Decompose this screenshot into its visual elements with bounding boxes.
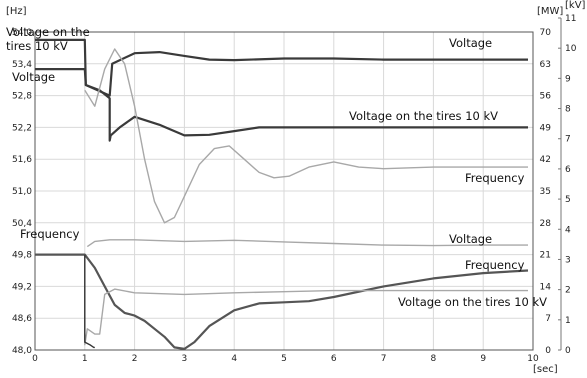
x-tick-label: 6 [331, 354, 337, 364]
x-tick-label: 9 [480, 354, 486, 364]
series-line-bottom_voltage [86, 239, 528, 248]
annotation-top-frequency: Frequency [465, 171, 525, 185]
y-tick-label-hz: 54,0 [12, 28, 32, 38]
annotation-top-tires-line1: Voltage on the [6, 25, 90, 39]
x-axis-unit-label: [sec] [533, 364, 558, 375]
y-tick-label-hz: 49,8 [12, 251, 32, 261]
y-tick-label-mw: 49 [540, 123, 552, 133]
x-tick-label: 5 [281, 354, 287, 364]
y-tick-label-hz: 48,0 [12, 346, 32, 356]
y-tick-label-kv: 9 [565, 74, 571, 84]
y-tick-label-kv: 4 [565, 225, 571, 235]
y-tick-label-mw: 7 [545, 314, 551, 324]
y-tick-label-hz: 53,4 [12, 60, 32, 70]
series-lines [35, 38, 529, 350]
y-tick-label-hz: 51,6 [12, 155, 32, 165]
x-tick-label: 10 [527, 354, 539, 364]
annotation-top-tires-right: Voltage on the tires 10 kV [349, 109, 498, 123]
gridlines [35, 32, 533, 350]
y-tick-label-kv: 10 [565, 44, 577, 54]
annotation-top-tires-line2: tires 10 kV [6, 39, 68, 53]
y-tick-label-mw: 35 [540, 187, 551, 197]
y-tick-label-kv: 3 [565, 255, 571, 265]
y-tick-label-hz: 52,8 [12, 92, 32, 102]
annotation-bottom-frequency-left: Frequency [20, 227, 80, 241]
y-tick-label-kv: 11 [565, 14, 576, 24]
y-tick-label-mw: 21 [540, 251, 551, 261]
x-tick-label: 8 [431, 354, 437, 364]
y-tick-label-kv: 0 [565, 346, 571, 356]
y-tick-label-kv: 8 [565, 105, 571, 115]
y-tick-label-mw: 0 [545, 346, 551, 356]
series-line-bottom_tires [84, 254, 528, 346]
y-tick-label-mw: 56 [540, 92, 552, 102]
annotation-top-voltage-left: Voltage [12, 70, 55, 84]
plot-frame [34, 31, 534, 351]
series-line-top_frequency [84, 48, 528, 224]
x-tick-label: 3 [182, 354, 188, 364]
y-tick-label-mw: 42 [540, 155, 551, 165]
annotation-top-voltage-right: Voltage [449, 36, 492, 50]
y-tick-label-kv: 5 [565, 195, 571, 205]
y-tick-label-kv: 6 [565, 165, 571, 175]
y-tick-label-mw: 28 [540, 219, 552, 229]
y-tick-label-hz: 52,2 [12, 123, 32, 133]
y-tick-label-hz: 49,2 [12, 282, 32, 292]
annotation-bottom-frequency: Frequency [465, 258, 525, 272]
y-tick-label-kv: 2 [565, 286, 571, 296]
y-tick-label-kv: 1 [565, 316, 571, 326]
y-tick-label-hz: 48,6 [12, 314, 32, 324]
series-line-top_tires [35, 38, 528, 142]
unit-mw-label: [MW] [537, 6, 563, 17]
x-tick-label: 7 [381, 354, 387, 364]
tick-labels: 0 1 2 3 4 5 6 7 8 9 1048,048,649,249,850,451,051,6… [12, 14, 577, 364]
y-tick-label-mw: 70 [540, 28, 552, 38]
unit-kv-label: [kV] [565, 0, 586, 11]
y-tick-label-mw: 63 [540, 60, 551, 70]
y-tick-label-hz: 50,4 [12, 219, 32, 229]
annotation-bottom-tires: Voltage on the tires 10 kV [398, 295, 547, 309]
y-tick-label-mw: 14 [540, 282, 552, 292]
series-line-bottom_black_drop [84, 254, 95, 349]
y-tick-label-kv: 7 [565, 135, 571, 145]
x-tick-label: 1 [82, 354, 88, 364]
series-line-bottom_frequency [35, 253, 529, 350]
annotation-bottom-voltage: Voltage [449, 232, 492, 246]
x-tick-label: 0 [32, 354, 38, 364]
x-tick-label: 2 [132, 354, 138, 364]
axes [34, 17, 562, 351]
unit-hz-label: [Hz] [6, 6, 27, 17]
y-tick-label-hz: 51,0 [12, 187, 32, 197]
x-tick-label: 4 [231, 354, 237, 364]
